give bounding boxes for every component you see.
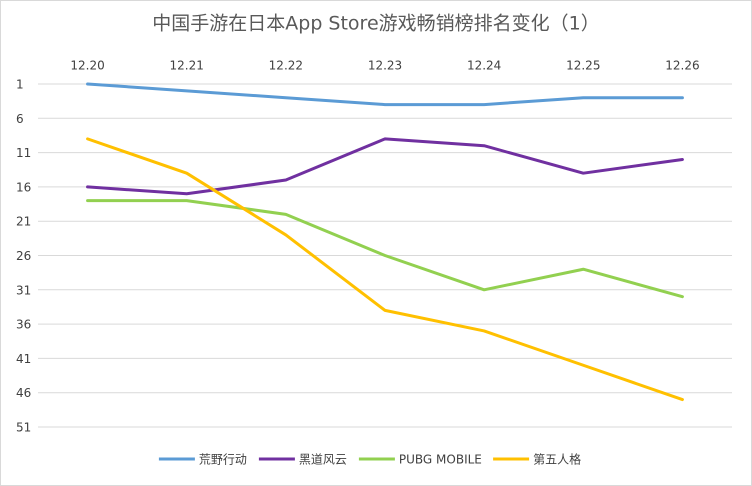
legend-label: 黑道风云 (299, 453, 347, 467)
y-tick-label: 26 (16, 249, 31, 263)
legend-label: 荒野行动 (199, 453, 247, 467)
x-tick-label: 12.23 (368, 59, 402, 73)
line-series (86, 137, 684, 196)
legend-label: PUBG MOBILE (399, 453, 482, 467)
x-tick-label: 12.20 (70, 59, 104, 73)
y-tick-label: 51 (16, 421, 31, 435)
line-series (86, 137, 684, 402)
x-tick-label: 12.22 (269, 59, 303, 73)
x-tick-label: 12.26 (665, 59, 699, 73)
y-tick-label: 1 (16, 78, 24, 92)
y-tick-label: 16 (16, 180, 31, 194)
line-series (86, 82, 684, 107)
x-tick-label: 12.25 (566, 59, 600, 73)
y-tick-label: 11 (16, 146, 31, 160)
x-tick-label: 12.24 (467, 59, 501, 73)
y-tick-label: 21 (16, 215, 31, 229)
y-tick-label: 41 (16, 352, 31, 366)
y-tick-label: 46 (16, 386, 31, 400)
line-series (86, 199, 684, 299)
y-tick-label: 31 (16, 283, 31, 297)
chart-title: 中国手游在日本App Store游戏畅销榜排名变化（1） (152, 13, 599, 35)
legend-label: 第五人格 (533, 452, 581, 467)
y-tick-label: 36 (16, 318, 31, 332)
x-tick-label: 12.21 (170, 59, 204, 73)
y-tick-label: 6 (16, 112, 24, 126)
